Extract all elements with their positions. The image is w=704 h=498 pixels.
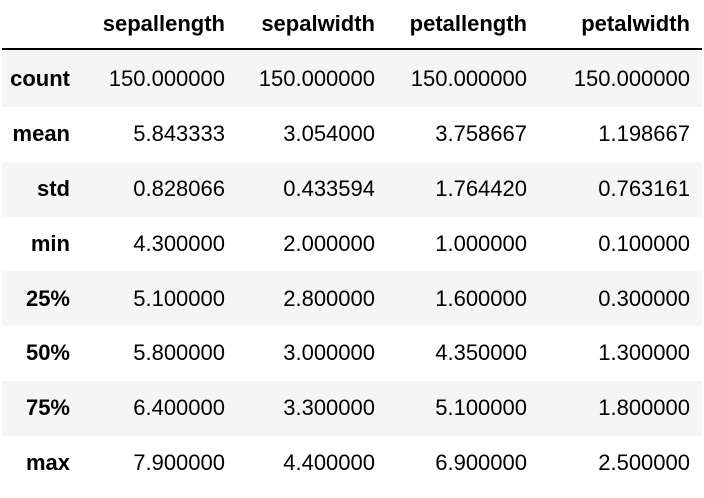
- table-cell: 3.000000: [283, 340, 375, 366]
- table-cell: 5.100000: [133, 285, 225, 311]
- table-cell: 2.000000: [283, 230, 375, 256]
- table-cell: 150.000000: [410, 65, 527, 91]
- table-cell: 0.433594: [283, 176, 375, 202]
- table-row: max 7.900000 4.400000 6.900000 2.500000: [2, 436, 702, 491]
- table-row: 25% 5.100000 2.800000 1.600000 0.300000: [2, 271, 702, 326]
- row-label: 75%: [25, 395, 70, 421]
- column-header-sepalwidth: sepalwidth: [237, 0, 387, 50]
- row-label: mean: [12, 121, 70, 147]
- table-cell: 7.900000: [133, 449, 225, 475]
- table-cell: 5.100000: [435, 395, 527, 421]
- table-cell: 2.500000: [598, 449, 690, 475]
- table-cell: 0.100000: [598, 230, 690, 256]
- table-cell: 5.843333: [133, 121, 225, 147]
- table-row: count 150.000000 150.000000 150.000000 1…: [2, 49, 702, 107]
- table-cell: 1.198667: [598, 121, 690, 147]
- table-cell: 4.400000: [283, 449, 375, 475]
- table-cell: 1.600000: [435, 285, 527, 311]
- table-row: 75% 6.400000 3.300000 5.100000 1.800000: [2, 380, 702, 436]
- table-cell: 6.900000: [435, 449, 527, 475]
- table-cell: 4.350000: [435, 340, 527, 366]
- row-label: count: [10, 65, 70, 91]
- table-cell: 150.000000: [108, 65, 225, 91]
- table-row: min 4.300000 2.000000 1.000000 0.100000: [2, 217, 702, 272]
- index-header: [2, 0, 82, 50]
- table-cell: 0.828066: [133, 176, 225, 202]
- header-row: sepallength sepalwidth petallength petal…: [2, 0, 702, 50]
- table-cell: 3.758667: [435, 121, 527, 147]
- table-cell: 0.300000: [598, 285, 690, 311]
- column-header-sepallength: sepallength: [82, 0, 237, 50]
- table-cell: 150.000000: [258, 65, 375, 91]
- table-cell: 3.300000: [283, 395, 375, 421]
- column-header-petallength: petallength: [387, 0, 539, 50]
- table-cell: 5.800000: [133, 340, 225, 366]
- table-cell: 1.764420: [435, 176, 527, 202]
- table-cell: 1.000000: [435, 230, 527, 256]
- table-cell: 4.300000: [133, 230, 225, 256]
- table-row: std 0.828066 0.433594 1.764420 0.763161: [2, 161, 702, 217]
- row-label: std: [37, 176, 70, 202]
- table-cell: 2.800000: [283, 285, 375, 311]
- row-label: max: [25, 449, 70, 475]
- row-label: min: [30, 230, 70, 256]
- table-cell: 3.054000: [283, 121, 375, 147]
- column-header-petalwidth: petalwidth: [539, 0, 702, 50]
- table-cell: 150.000000: [573, 65, 690, 91]
- describe-table: sepallength sepalwidth petallength petal…: [2, 0, 702, 490]
- table-cell: 1.300000: [598, 340, 690, 366]
- table-cell: 1.800000: [598, 395, 690, 421]
- table-cell: 0.763161: [598, 176, 690, 202]
- row-label: 25%: [25, 285, 70, 311]
- row-label: 50%: [25, 340, 70, 366]
- table-cell: 6.400000: [133, 395, 225, 421]
- table-row: 50% 5.800000 3.000000 4.350000 1.300000: [2, 326, 702, 381]
- table-row: mean 5.843333 3.054000 3.758667 1.198667: [2, 107, 702, 162]
